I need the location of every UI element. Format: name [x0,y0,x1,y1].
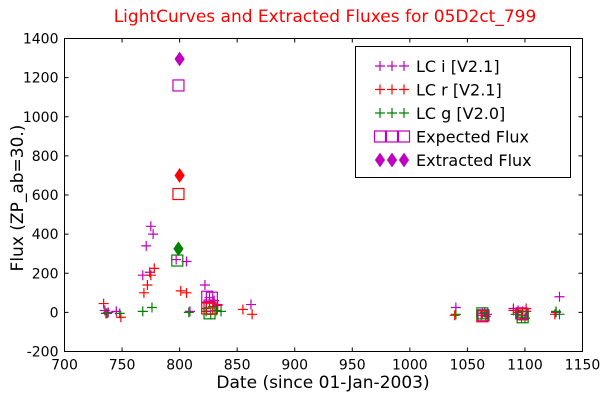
x-tick-label: 900 [281,358,308,374]
data-point [515,307,528,320]
data-point [554,291,565,302]
legend-marker [399,108,409,118]
y-tick-label: 600 [32,188,59,204]
data-point [201,290,214,303]
y-tick-label: 800 [32,149,59,165]
series-3 [172,79,528,322]
data-point [172,79,185,92]
legend-marker [374,152,386,168]
legend-marker [387,84,397,95]
data-point [149,263,160,274]
data-point [141,240,152,251]
data-point [247,309,258,320]
data-point [174,168,185,183]
data-point [203,307,216,320]
data-point [203,299,216,312]
chart-title: LightCurves and Extracted Fluxes for 05D… [113,7,537,27]
x-tick-label: 1100 [507,358,543,374]
data-point [100,308,111,319]
x-tick-label: 1000 [392,358,428,374]
series-2 [100,302,565,324]
data-point [142,279,153,290]
series-7 [174,168,185,183]
data-point [449,310,460,321]
legend-marker [386,152,398,168]
y-tick-label: 200 [32,266,59,282]
data-point [114,308,125,319]
data-point [146,302,157,313]
x-axis-label: Date (since 01-Jan-2003) [216,373,430,393]
legend-marker [387,108,397,118]
x-tick-label: 1150 [565,358,600,374]
series-1 [98,263,560,323]
data-point [181,287,192,298]
legend-marker [375,61,385,71]
y-tick-label: 1200 [23,71,59,87]
series-4 [172,187,529,323]
legend-marker [398,152,410,168]
data-marks [98,51,565,324]
data-point [237,304,248,315]
legend-marker [385,130,399,143]
y-tick-label: 0 [50,305,59,321]
data-point [145,221,156,232]
data-point [199,279,210,290]
axes: 700 750 800 850 900 950 1000 1050 1100 1150 -200 0 2… [23,32,600,374]
legend-marker [373,130,387,143]
legend-label: Extracted Flux [416,151,532,170]
data-point [172,187,185,201]
x-tick-label: 850 [224,358,251,374]
data-point [245,299,256,310]
data-point [174,51,185,67]
series-8 [173,241,184,257]
data-point [98,298,109,309]
y-tick-label: 1400 [23,32,59,48]
legend-label: LC i [V2.1] [416,57,500,76]
data-point [171,254,182,265]
x-tick-label: 800 [166,358,193,374]
data-point [173,241,184,257]
data-point [183,307,194,318]
data-point [175,285,186,296]
y-tick-label: -200 [27,345,59,361]
series-6 [174,51,185,67]
legend-marker [397,130,411,143]
legend-marker [387,61,397,71]
legend: LC i [V2.1] LC r [V2.1] LC g [V2.0] Expecte… [355,46,571,178]
legend-label: LC g [V2.0] [416,104,505,123]
legend-label: LC r [V2.1] [416,81,502,100]
legend-marker [399,61,409,71]
data-point [205,302,218,315]
data-point [554,309,565,320]
x-tick-label: 700 [51,358,78,374]
data-point [137,306,148,317]
y-tick-label: 400 [32,227,59,243]
data-point [145,270,156,281]
data-point [103,307,114,318]
series-5 [171,254,529,324]
legend-marker [375,84,385,95]
legend-marker [375,108,385,118]
x-tick-label: 950 [339,358,366,374]
data-point [516,311,529,324]
data-point [148,229,159,240]
data-point [184,306,195,317]
x-tick-label: 750 [109,358,136,374]
legend-marker [399,84,409,95]
y-tick-label: 1000 [23,110,59,126]
legend-label: Expected Flux [416,128,529,147]
data-point [138,287,149,298]
data-point [477,309,490,322]
data-point [476,307,489,320]
x-tick-label: 1050 [450,358,486,374]
data-point [450,309,461,320]
data-point [171,254,184,267]
series-0 [99,221,565,321]
